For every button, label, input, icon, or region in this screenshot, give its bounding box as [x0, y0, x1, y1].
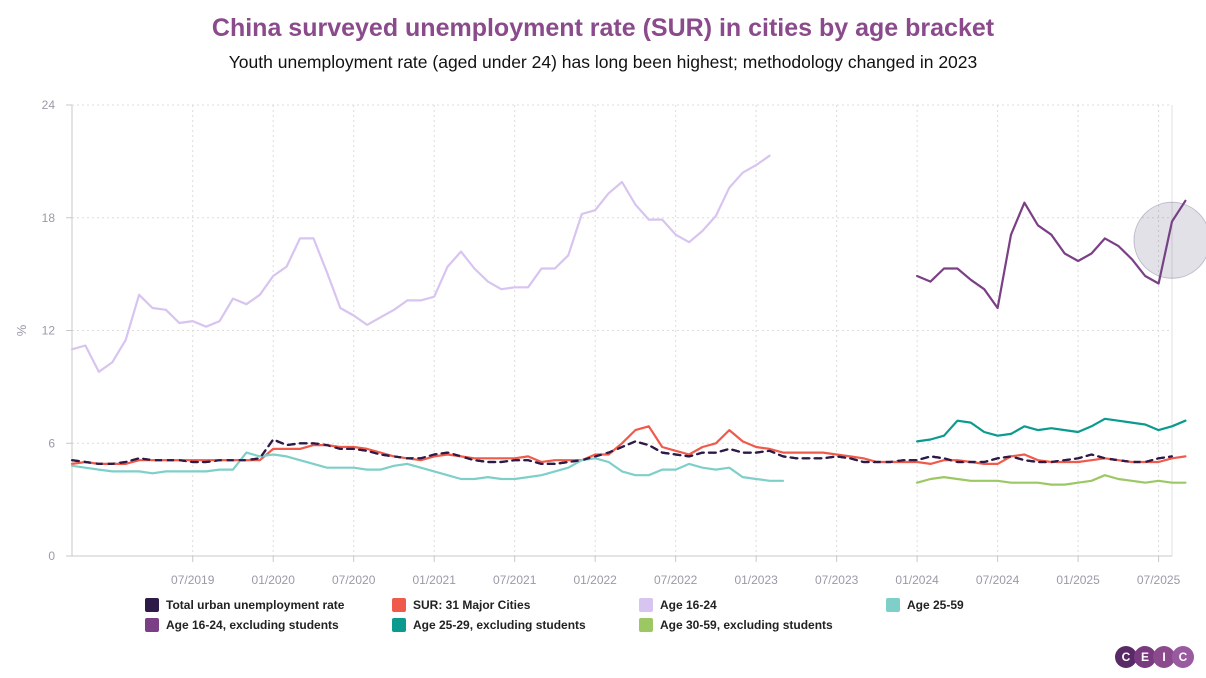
x-tick-label: 07/2020 — [332, 573, 376, 587]
legend-swatch — [145, 598, 159, 612]
y-axis-label: % — [14, 324, 29, 336]
series-line-5 — [916, 199, 1187, 310]
legend-item[interactable]: Age 16-24 — [639, 598, 717, 612]
legend-item[interactable]: Age 25-29, excluding students — [392, 618, 586, 632]
legend-label: Age 16-24 — [660, 598, 717, 612]
x-tick-label: 07/2019 — [171, 573, 215, 587]
legend-label: Age 16-24, excluding students — [166, 618, 339, 632]
legend-label: Total urban unemployment rate — [166, 598, 345, 612]
legend-item[interactable]: Age 16-24, excluding students — [145, 618, 339, 632]
x-tick-label: 01/2025 — [1056, 573, 1100, 587]
legend-item[interactable]: Total urban unemployment rate — [145, 598, 344, 612]
logo-letter: C — [1172, 646, 1194, 668]
x-tick-label: 07/2025 — [1137, 573, 1181, 587]
x-tick-label: 07/2024 — [976, 573, 1020, 587]
x-tick-label: 07/2022 — [654, 573, 698, 587]
legend-label: Age 25-59 — [907, 598, 964, 612]
logo-letter: C — [1115, 646, 1137, 668]
x-tick-label: 07/2021 — [493, 573, 537, 587]
series-line-4 — [70, 451, 785, 482]
line-chart: 0 6 12 18 24 07/2019 01/2020 07/2020 01/2021 07/2… — [14, 98, 1206, 587]
legend-item[interactable]: SUR: 31 Major Cities — [392, 598, 530, 612]
highlight-marker — [1133, 201, 1206, 279]
logo-letter: E — [1134, 646, 1156, 668]
x-tick-label: 01/2020 — [252, 573, 296, 587]
legend-label: Age 30-59, excluding students — [660, 618, 833, 632]
y-tick-label: 12 — [42, 324, 56, 338]
series-line-7 — [916, 474, 1187, 486]
x-tick-label: 01/2022 — [573, 573, 617, 587]
series-line-3 — [70, 154, 771, 373]
y-tick-label: 18 — [42, 211, 56, 225]
series-line-1-overlay — [71, 438, 1173, 465]
y-tick-label: 0 — [48, 549, 55, 563]
x-tick-label: 01/2024 — [895, 573, 939, 587]
legend-item[interactable]: Age 25-59 — [886, 598, 964, 612]
legend-swatch — [145, 618, 159, 632]
legend-label: Age 25-29, excluding students — [413, 618, 586, 632]
y-tick-label: 24 — [42, 98, 56, 112]
chart-subtitle: Youth unemployment rate (aged under 24) … — [228, 52, 978, 72]
legend-swatch — [886, 598, 900, 612]
chart-title: China surveyed unemployment rate (SUR) i… — [211, 14, 995, 42]
x-tick-label: 07/2023 — [815, 573, 859, 587]
legend-swatch — [392, 618, 406, 632]
y-tick-label: 6 — [48, 436, 55, 450]
series-line-2 — [70, 425, 1187, 465]
legend-swatch — [639, 618, 653, 632]
logo-letter: I — [1153, 646, 1175, 668]
x-tick-label: 01/2023 — [734, 573, 778, 587]
legend-swatch — [392, 598, 406, 612]
series-line-6 — [916, 417, 1187, 443]
legend-swatch — [639, 598, 653, 612]
legend-label: SUR: 31 Major Cities — [413, 598, 531, 612]
legend-item[interactable]: Age 30-59, excluding students — [639, 618, 833, 632]
x-tick-label: 01/2021 — [412, 573, 456, 587]
